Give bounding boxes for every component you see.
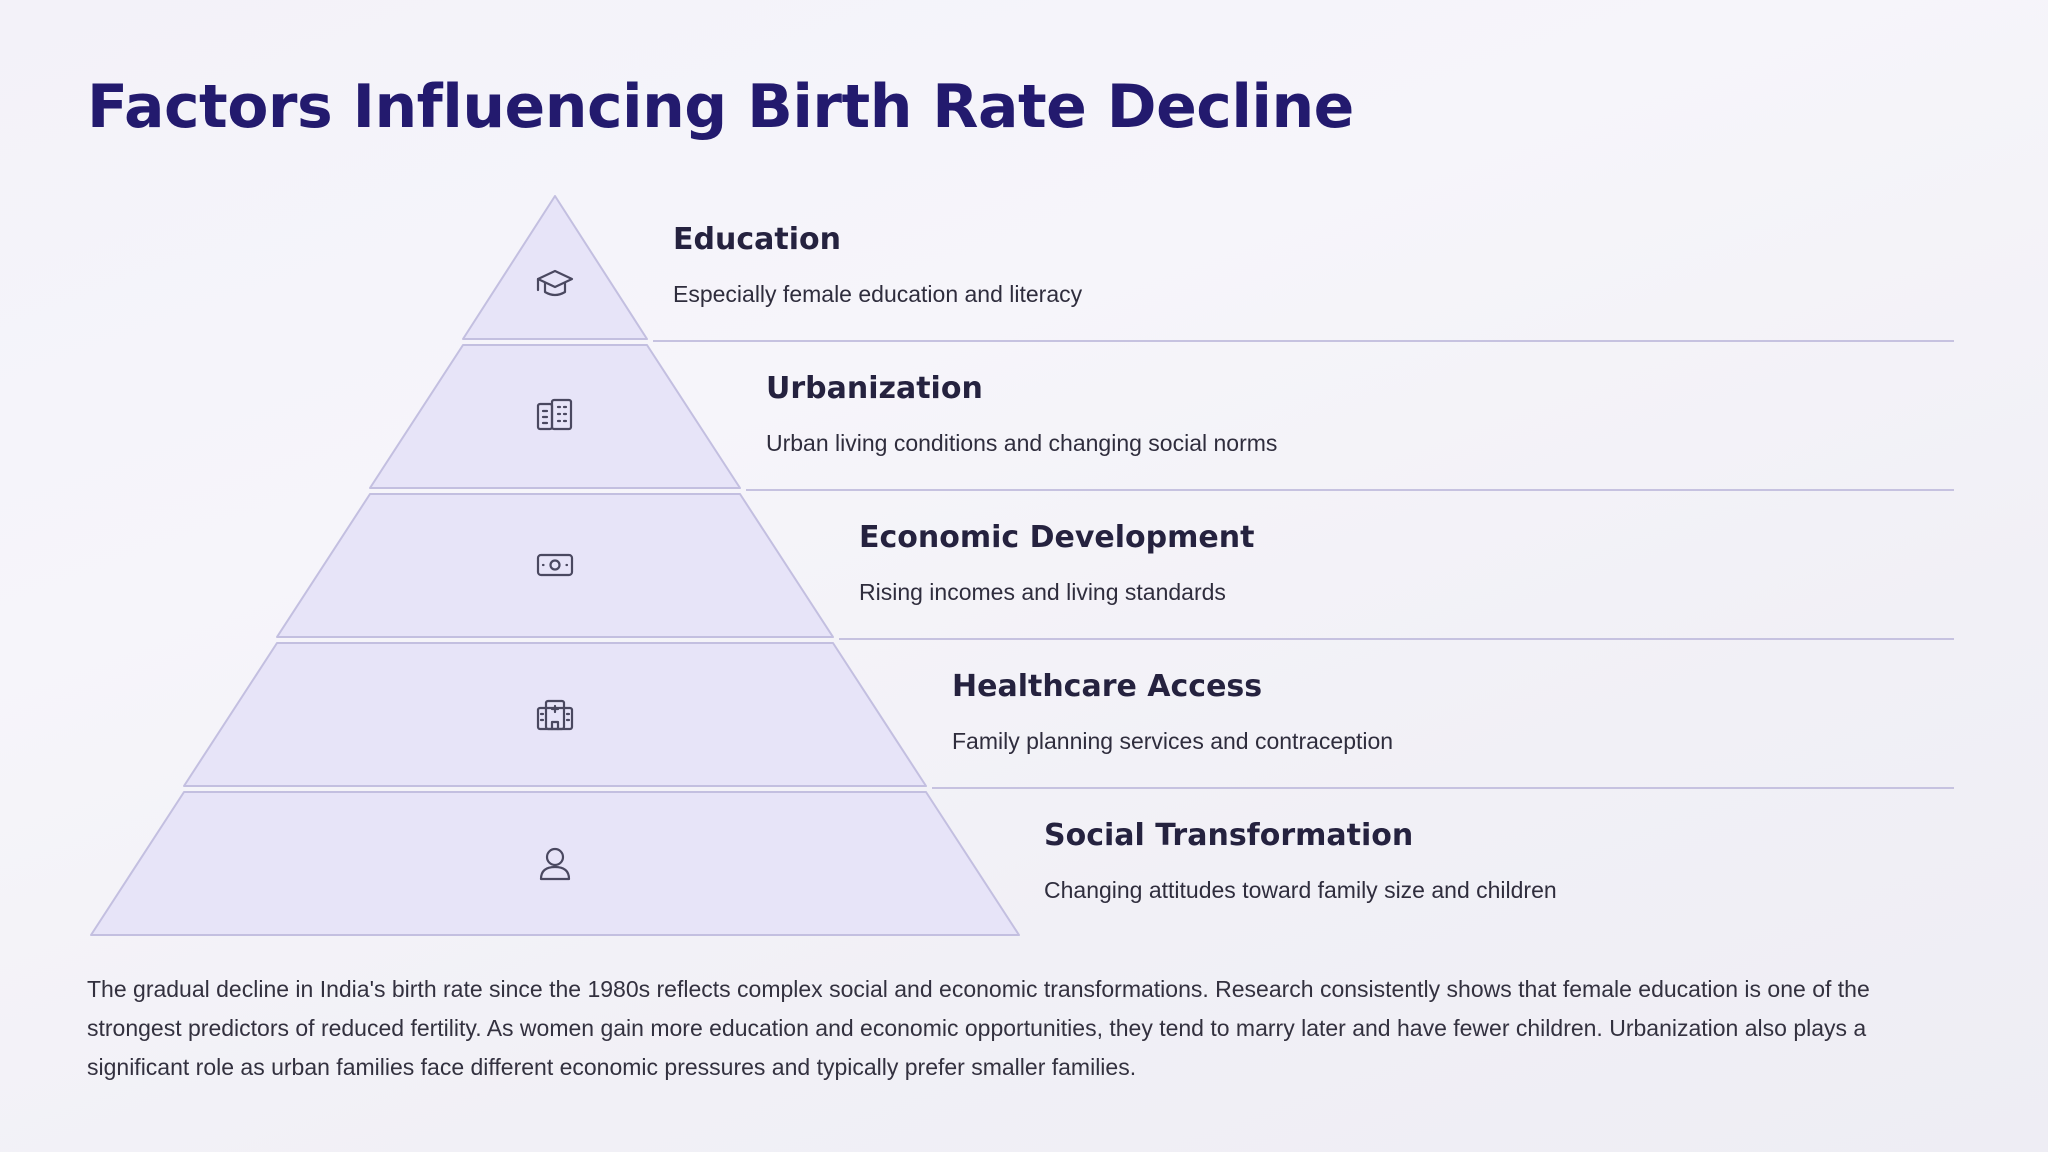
tier-text-social-transformation: Social Transformation Changing attitudes… <box>1044 818 1557 904</box>
tier-description: Especially female education and literacy <box>673 281 1083 307</box>
pyramid-tier-social-transformation <box>90 791 1020 936</box>
tier-description: Rising incomes and living standards <box>859 579 1226 605</box>
graduation-cap-icon <box>536 269 574 297</box>
tier-description: Changing attitudes toward family size an… <box>1044 877 1557 903</box>
pyramid-tier-education <box>462 195 1954 342</box>
person-icon <box>539 847 571 881</box>
page-title: Factors Influencing Birth Rate Decline <box>87 72 1354 142</box>
tier-description: Family planning services and contracepti… <box>952 728 1394 754</box>
hospital-icon <box>536 699 574 731</box>
tier-heading: Economic Development <box>859 520 1255 555</box>
buildings-icon <box>536 398 573 431</box>
pyramid-tier-healthcare-access <box>183 642 1954 789</box>
pyramid-tier-urbanization <box>369 344 1954 491</box>
tier-text-education: Education Especially female education an… <box>673 222 1082 308</box>
summary-paragraph: The gradual decline in India's birth rat… <box>87 976 1870 1080</box>
tier-text-economic-development: Economic Development Rising incomes and … <box>859 520 1254 606</box>
tier-heading: Urbanization <box>766 371 983 406</box>
banknote-icon <box>536 553 574 577</box>
tier-heading: Social Transformation <box>1044 818 1414 853</box>
tier-text-healthcare-access: Healthcare Access Family planning servic… <box>952 669 1393 755</box>
tier-heading: Healthcare Access <box>952 669 1263 704</box>
tier-heading: Education <box>673 222 841 257</box>
tier-text-urbanization: Urbanization Urban living conditions and… <box>766 371 1277 457</box>
tier-description: Urban living conditions and changing soc… <box>766 430 1278 456</box>
pyramid-tier-economic-development <box>276 493 1954 640</box>
